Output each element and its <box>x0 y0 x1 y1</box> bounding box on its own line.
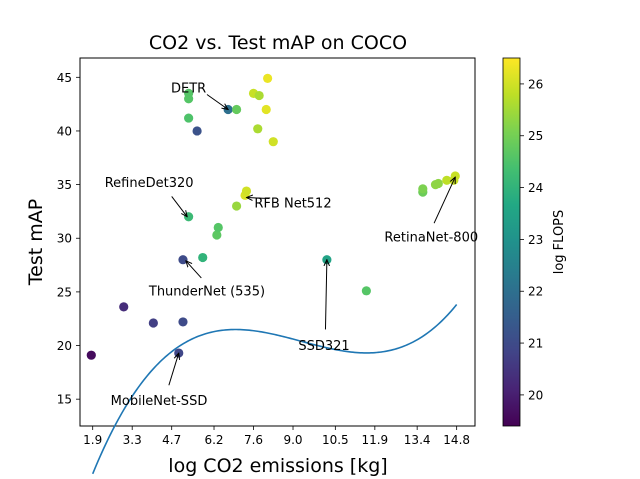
data-point <box>184 113 194 123</box>
x-tick-label: 1.9 <box>83 433 102 447</box>
annotation-arrow <box>206 94 228 109</box>
data-point <box>433 178 443 189</box>
annotation-label: ThunderNet (535) <box>148 284 265 299</box>
data-point <box>261 104 271 115</box>
data-point <box>184 212 194 222</box>
x-axis-label: log CO2 emissions [kg] <box>168 455 387 477</box>
y-tick-label: 30 <box>57 232 72 246</box>
annotation-arrow <box>168 353 179 386</box>
data-point <box>184 88 194 99</box>
data-point <box>263 73 273 83</box>
data-point <box>192 126 202 136</box>
colorbar-tick-label: 26 <box>528 77 543 91</box>
x-tick-label: 3.3 <box>123 433 142 447</box>
annotation-label: RFB Net512 <box>254 196 331 211</box>
data-point <box>418 184 428 194</box>
data-point <box>231 201 242 211</box>
x-tick-label: 4.7 <box>162 433 181 447</box>
annotation-arrow <box>171 196 188 216</box>
data-point <box>253 124 263 134</box>
data-point <box>178 317 188 327</box>
data-point <box>450 171 460 181</box>
colorbar-ticks: 20 21 22 23 24 25 26 <box>520 77 543 402</box>
colorbar-tick-label: 22 <box>528 285 543 299</box>
x-tick-label: 9.0 <box>283 433 302 447</box>
plot-area <box>79 57 476 427</box>
colorbar-tick-label: 25 <box>528 129 543 143</box>
data-point <box>213 222 223 233</box>
x-axis: 1.9 3.3 4.7 6.2 7.6 9.0 10.5 11.9 13.4 14.8 <box>83 426 470 447</box>
data-point <box>442 175 452 185</box>
data-point <box>86 350 96 360</box>
y-tick-label: 40 <box>57 124 72 138</box>
data-point <box>241 186 252 196</box>
x-tick-label: 14.8 <box>443 433 470 447</box>
y-axis-label: Test mAP <box>25 199 47 286</box>
data-point <box>148 318 158 328</box>
x-tick-label: 13.4 <box>404 433 431 447</box>
colorbar <box>502 57 521 427</box>
data-point <box>178 255 188 265</box>
data-point <box>119 302 129 312</box>
y-tick-label: 45 <box>57 71 72 85</box>
annotation-label: RetinaNet-800 <box>384 231 478 246</box>
fit-curve-line <box>91 304 458 475</box>
annotation-arrow <box>246 197 270 198</box>
data-point <box>254 90 264 101</box>
data-points <box>86 73 460 360</box>
annotation-arrow <box>433 177 455 224</box>
colorbar-tick-label: 24 <box>528 181 543 195</box>
colorbar-tick-label: 23 <box>528 233 543 247</box>
data-point <box>198 252 208 263</box>
annotation-arrow <box>186 261 202 279</box>
x-tick-label: 7.6 <box>244 433 263 447</box>
data-point <box>361 286 371 296</box>
annotation-arrow <box>325 260 326 330</box>
data-point <box>212 230 222 240</box>
x-tick-label: 11.9 <box>361 433 388 447</box>
y-tick-label: 25 <box>57 285 72 299</box>
y-tick-label: 35 <box>57 178 72 192</box>
annotation-label: DETR <box>171 82 206 97</box>
x-tick-label: 10.5 <box>322 433 349 447</box>
chart-title: CO2 vs. Test mAP on COCO <box>149 32 407 54</box>
y-axis: 15 20 25 30 35 40 45 <box>57 71 80 407</box>
y-tick-label: 15 <box>57 393 72 407</box>
data-point <box>268 137 278 147</box>
annotations: DETR RefineDet320 RFB Net512 RetinaNet-800 T… <box>105 82 478 409</box>
annotation-label: RefineDet320 <box>105 176 194 191</box>
colorbar-tick-label: 20 <box>528 388 543 402</box>
x-tick-label: 6.2 <box>204 433 223 447</box>
y-tick-label: 20 <box>57 339 72 353</box>
annotation-label: MobileNet-SSD <box>111 394 208 409</box>
colorbar-tick-label: 21 <box>528 337 543 351</box>
data-point <box>231 104 242 115</box>
colorbar-label: log FLOPS <box>552 210 567 275</box>
annotation-label: SSD321 <box>298 339 349 354</box>
